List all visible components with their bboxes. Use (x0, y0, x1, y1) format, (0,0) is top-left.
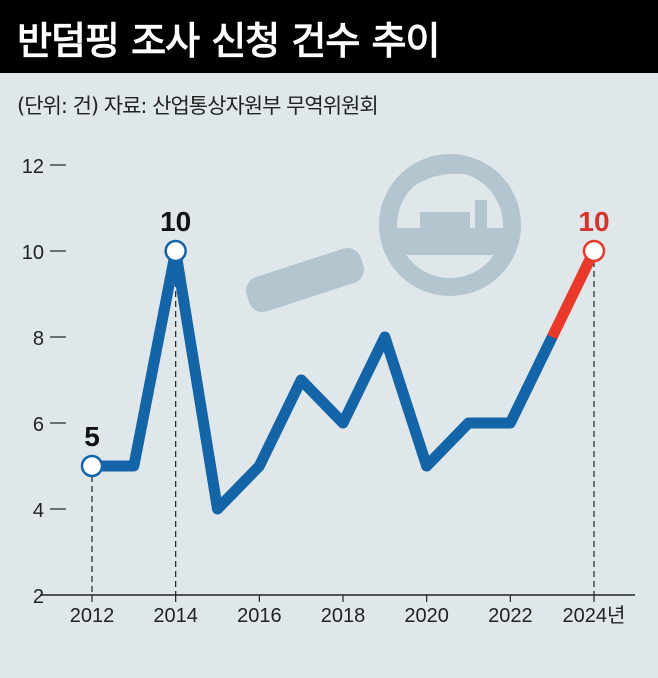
y-tick-label: 4 (33, 500, 44, 522)
chart-subtitle: (단위: 건) 자료: 산업통상자원부 무역위원회 (17, 94, 379, 118)
ship-icon (385, 200, 510, 255)
series-line-highlight (547, 248, 599, 340)
data-label: 10 (578, 206, 609, 237)
magnifier-ship-illustration (246, 154, 521, 313)
x-tick-label: 2020 (404, 605, 449, 627)
data-label: 5 (84, 421, 100, 452)
data-point-marker (164, 239, 187, 263)
y-tick-label: 12 (22, 156, 44, 178)
y-tick-label: 6 (33, 414, 44, 436)
y-tick-label: 8 (33, 328, 44, 350)
x-tick-label: 2018 (321, 605, 366, 627)
magnifier-handle (246, 247, 364, 313)
series-line (86, 245, 558, 515)
chart-title: 반덤핑 조사 신청 건수 추이 (17, 19, 440, 63)
data-point-marker (582, 239, 606, 263)
data-label: 10 (160, 206, 191, 237)
x-tick-label: 2016 (237, 605, 282, 627)
x-tick-label: 2024년 (563, 604, 626, 627)
x-tick-label: 2014 (153, 605, 198, 627)
y-tick-label: 10 (22, 242, 44, 264)
x-tick-label: 2012 (70, 605, 115, 627)
magnifier-ring (379, 154, 521, 296)
y-tick-label: 2 (33, 586, 44, 608)
x-tick-label: 2022 (488, 605, 533, 627)
data-point-marker (80, 454, 104, 478)
header-bar: 반덤핑 조사 신청 건수 추이 (0, 0, 658, 73)
